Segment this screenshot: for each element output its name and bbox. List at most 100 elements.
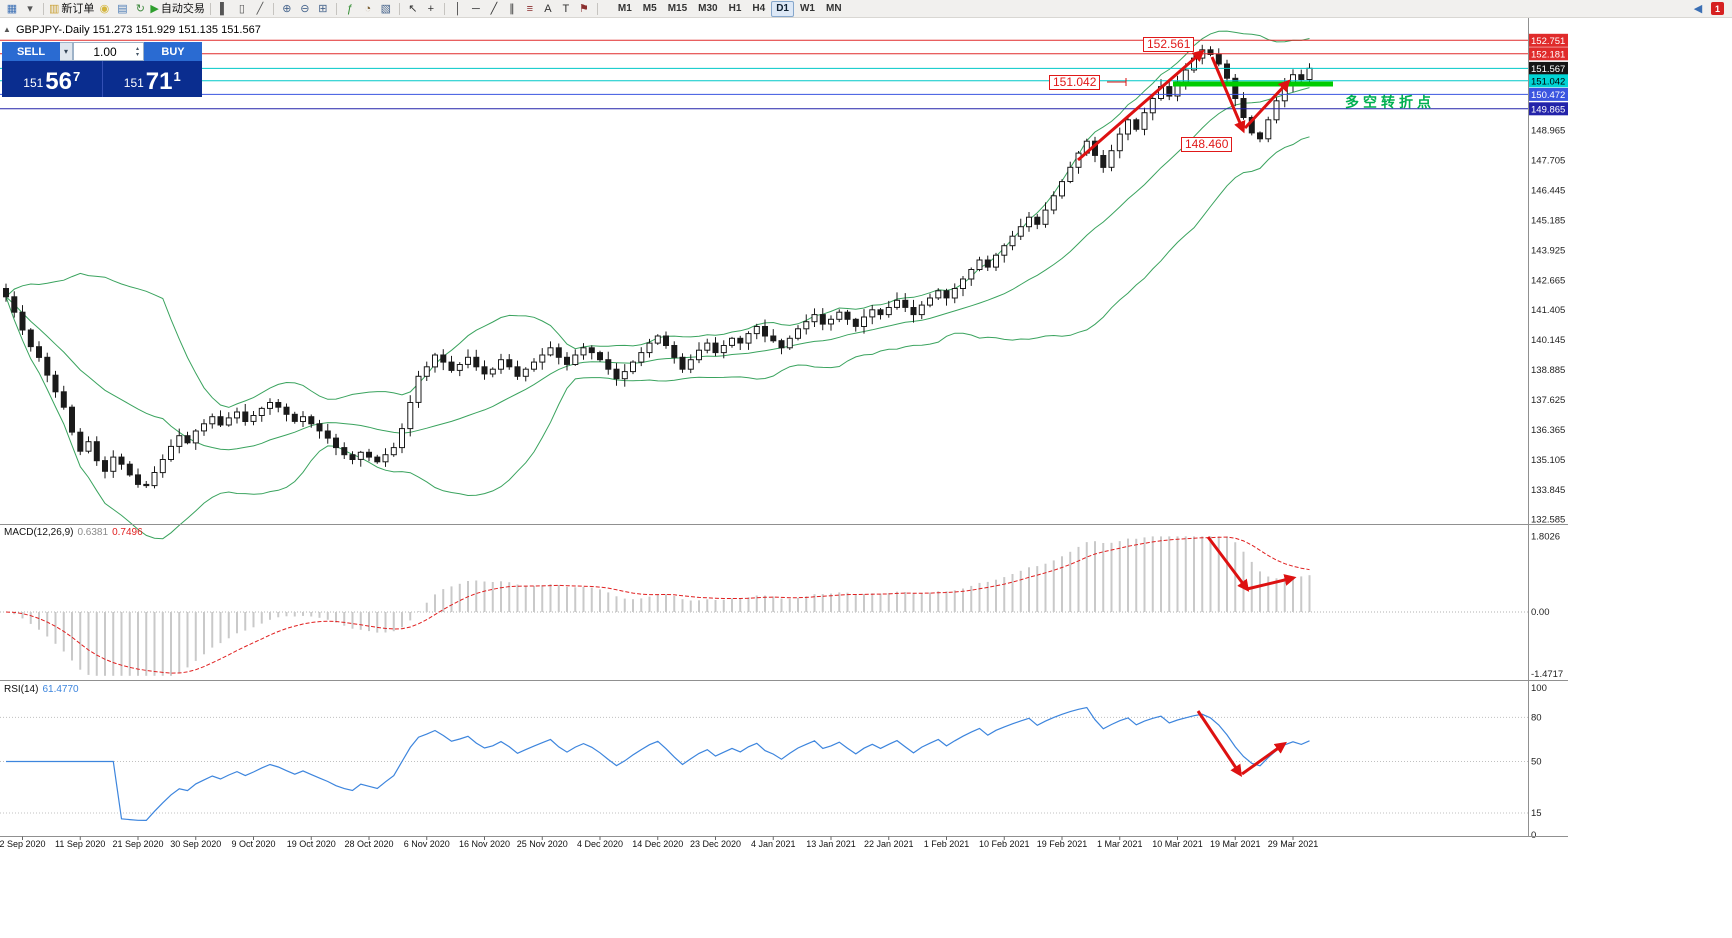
volume-value: 1.00: [93, 44, 117, 59]
date-label: 1 Feb 2021: [923, 839, 970, 849]
terminal-icon[interactable]: ▤: [114, 1, 130, 17]
hline-icon[interactable]: ─: [468, 1, 484, 17]
svg-text:133.845: 133.845: [1531, 485, 1565, 496]
svg-text:145.185: 145.185: [1531, 215, 1565, 226]
timeframe-m1-button[interactable]: M1: [617, 2, 632, 14]
volume-dropdown[interactable]: ▾: [60, 42, 73, 61]
date-label: 13 Jan 2021: [806, 839, 856, 849]
timeframe-h4-button[interactable]: H4: [752, 2, 766, 14]
candles: [3, 44, 1313, 489]
bollinger-bands: [5, 30, 1310, 540]
metaeditor-icon[interactable]: ◉: [96, 1, 112, 17]
svg-text:146.445: 146.445: [1531, 186, 1565, 197]
macd-label: MACD(12,26,9) 0.6381 0.7496: [4, 527, 147, 538]
svg-text:15: 15: [1531, 808, 1542, 819]
crosshair-icon[interactable]: +: [423, 1, 439, 17]
refresh-icon[interactable]: ↻: [132, 1, 148, 17]
timeframe-m30-button[interactable]: M30: [698, 2, 718, 14]
volume-spinner[interactable]: ▴ ▾: [133, 46, 142, 58]
time-axis[interactable]: 2 Sep 2020 11 Sep 2020 21 Sep 2020 30 Sep 2…: [0, 837, 1568, 853]
candlestick-icon: ▯: [238, 2, 245, 15]
candlestick-icon[interactable]: ▯: [234, 1, 250, 17]
date-label: 25 Nov 2020: [516, 839, 568, 849]
collapse-panel-icon[interactable]: ▲: [3, 25, 11, 34]
label-icon[interactable]: T: [558, 1, 574, 17]
spinner-up-icon[interactable]: ▴: [135, 45, 139, 52]
cursor-icon: ↖: [408, 2, 418, 15]
svg-text:141.405: 141.405: [1531, 305, 1565, 316]
svg-text:132.585: 132.585: [1531, 515, 1565, 526]
chart-dropdown-icon[interactable]: ▾: [22, 1, 38, 17]
templates-icon[interactable]: ▧: [378, 1, 394, 17]
timeframe-m5-button[interactable]: M5: [642, 2, 657, 14]
volume-input[interactable]: 1.00 ▴ ▾: [73, 42, 144, 61]
autotrading-icon[interactable]: ▶ 自动交易: [150, 1, 204, 17]
buy-button[interactable]: BUY: [144, 42, 202, 61]
svg-text:149.865: 149.865: [1531, 104, 1565, 115]
bid-big: 56: [45, 68, 72, 95]
toolbar-separator: [272, 2, 274, 15]
svg-text:136.365: 136.365: [1531, 425, 1565, 436]
date-label: 11 Sep 2020: [55, 839, 106, 849]
timeframe-h1-button[interactable]: H1: [728, 2, 742, 14]
terminal-icon: ▤: [117, 2, 128, 15]
timeframe-mn-button[interactable]: MN: [825, 2, 842, 14]
vline-icon[interactable]: │: [450, 1, 466, 17]
crosshair-icon: +: [427, 2, 435, 15]
tile-windows-icon[interactable]: ⊞: [315, 1, 331, 17]
macd-pane: [0, 536, 1528, 676]
scroll-left-icon[interactable]: ◀: [1693, 2, 1703, 15]
channel-icon[interactable]: ∥: [504, 1, 520, 17]
toolbar-icons: ▦ ▾ ▥ 新订单 ◉ ▤ ↻ ▶ 自动交易 ▌ ▯ ╱ ⊕ ⊖ ⊞ ƒ ◔ ▧ ↖ + │ ─ ╱ ∥ ≡ A T ⚑: [4, 1, 601, 17]
spinner-down-icon[interactable]: ▾: [135, 51, 139, 58]
chart-window: 152.751 152.181 151.567 151.042 150.472 149.8…: [0, 18, 1732, 938]
bar-chart-icon[interactable]: ▌: [216, 1, 232, 17]
line-chart-icon[interactable]: ╱: [252, 1, 268, 17]
svg-text:0.00: 0.00: [1531, 607, 1550, 618]
date-label: 4 Jan 2021: [750, 839, 796, 849]
new-chart-icon[interactable]: ▦: [4, 1, 20, 17]
ask-big: 71: [145, 68, 173, 95]
date-label: 30 Sep 2020: [170, 839, 222, 849]
arrows-icon[interactable]: ⚑: [576, 1, 592, 17]
new-order-icon[interactable]: ▥ 新订单: [49, 1, 94, 17]
date-label: 10 Mar 2021: [1152, 839, 1203, 849]
trend-arrows: [1077, 49, 1333, 777]
line-chart-icon: ╱: [256, 2, 264, 15]
toolbar: ▦ ▾ ▥ 新订单 ◉ ▤ ↻ ▶ 自动交易 ▌ ▯ ╱ ⊕ ⊖ ⊞ ƒ ◔ ▧ ↖ + │ ─ ╱ ∥ ≡ A T ⚑ M1 M5 M1…: [0, 0, 1732, 18]
svg-text:151.567: 151.567: [1531, 64, 1565, 75]
timeframe-bar: M1 M5 M15 M30 H1 H4 D1 W1 MN: [613, 0, 847, 17]
trendline-icon[interactable]: ╱: [486, 1, 502, 17]
date-label: 19 Mar 2021: [1209, 839, 1261, 849]
zoom-in-icon: ⊕: [282, 2, 292, 15]
date-label: 28 Oct 2020: [344, 839, 394, 849]
zoom-out-icon[interactable]: ⊖: [297, 1, 313, 17]
one-click-prices: 151 56 7 151 71 1: [2, 61, 202, 97]
zoom-in-icon[interactable]: ⊕: [279, 1, 295, 17]
clock-icon[interactable]: ◔: [360, 1, 376, 17]
notification-badge[interactable]: 1: [1711, 2, 1724, 15]
chart-dropdown-icon: ▾: [27, 2, 33, 15]
vline-icon: │: [454, 2, 462, 15]
rsi-name: RSI(14): [4, 684, 39, 695]
svg-text:0: 0: [1531, 830, 1536, 841]
cursor-icon[interactable]: ↖: [405, 1, 421, 17]
ask-price[interactable]: 151 71 1: [103, 61, 203, 97]
timeframe-d1-button[interactable]: D1: [771, 0, 794, 17]
toolbar-separator: [398, 2, 400, 15]
text-icon[interactable]: A: [540, 1, 556, 17]
sell-button[interactable]: SELL: [2, 42, 60, 61]
fibonacci-icon[interactable]: ≡: [522, 1, 538, 17]
timeframe-w1-button[interactable]: W1: [799, 2, 815, 14]
svg-text:137.625: 137.625: [1531, 395, 1565, 406]
indicators-icon[interactable]: ƒ: [342, 1, 358, 17]
bid-price[interactable]: 151 56 7: [2, 61, 103, 97]
date-label: 16 Nov 2020: [458, 839, 511, 849]
date-label: 9 Oct 2020: [231, 839, 276, 849]
date-label: 23 Dec 2020: [689, 839, 742, 849]
svg-text:135.105: 135.105: [1531, 455, 1565, 466]
svg-text:138.885: 138.885: [1531, 365, 1565, 376]
timeframe-m15-button[interactable]: M15: [667, 2, 688, 14]
date-label: 6 Nov 2020: [403, 839, 450, 849]
